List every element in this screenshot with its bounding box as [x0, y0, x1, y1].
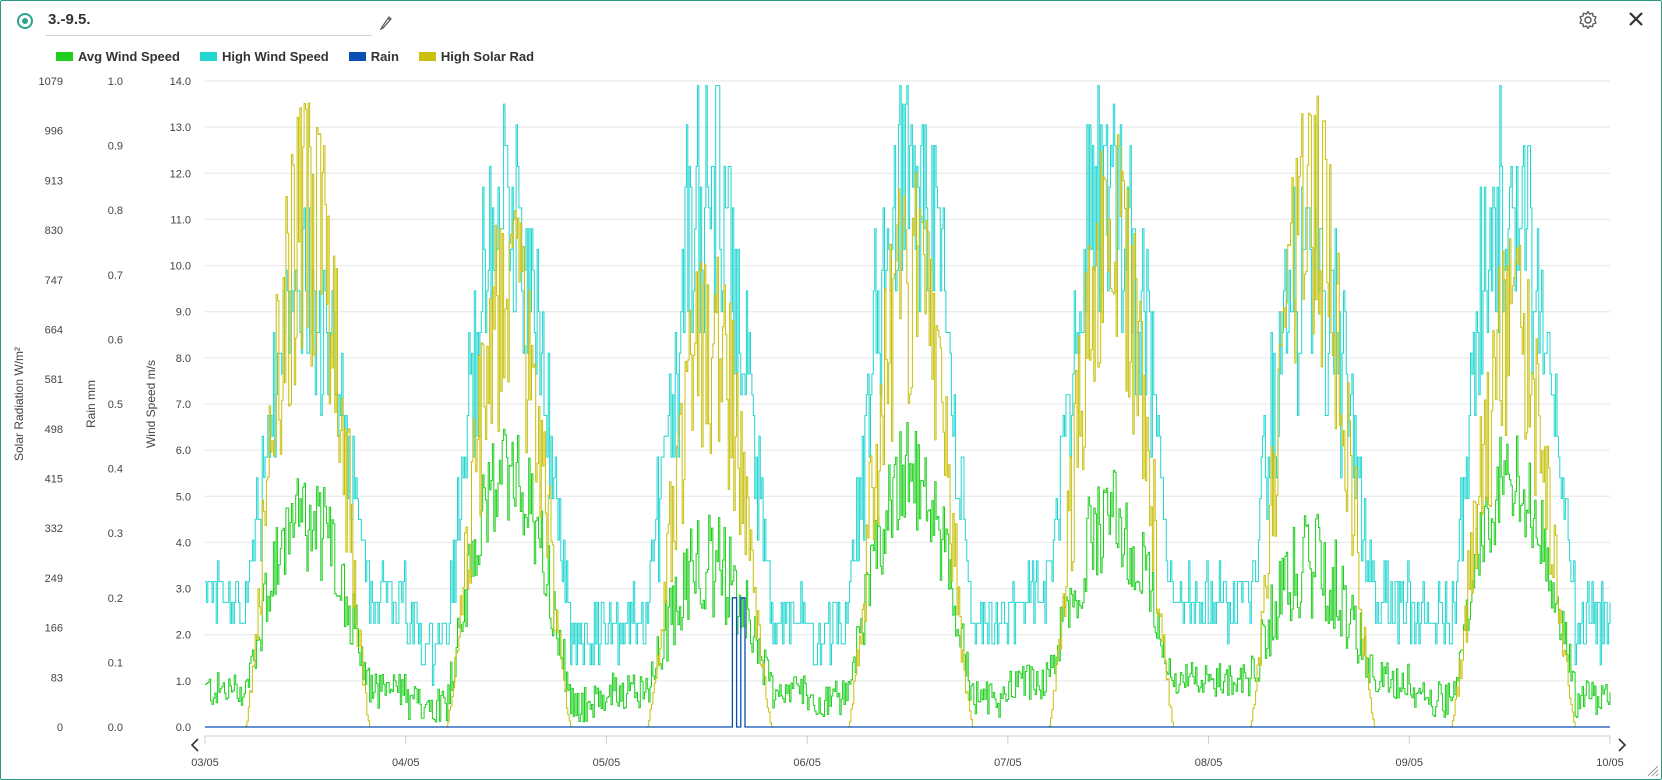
- chevron-right-icon[interactable]: [1618, 738, 1627, 752]
- close-icon[interactable]: [1627, 10, 1645, 28]
- solar-tick-label: 83: [51, 672, 63, 684]
- rain-tick-label: 0.3: [108, 528, 123, 540]
- series: [205, 85, 1611, 728]
- wind-tick-label: 14.0: [170, 76, 191, 88]
- legend: Avg Wind Speed High Wind Speed Rain High So…: [56, 47, 554, 65]
- legend-label: Avg Wind Speed: [78, 48, 180, 64]
- legend-item-high-wind-speed[interactable]: High Wind Speed: [199, 48, 329, 64]
- x-tick-label: 05/05: [593, 757, 621, 769]
- x-tick-label: 10/05: [1596, 757, 1624, 769]
- wind-tick-label: 7.0: [176, 399, 191, 411]
- wind-tick-label: 8.0: [176, 353, 191, 365]
- x-tick-label: 03/05: [191, 757, 219, 769]
- solar-axis-title: Solar Radiation W/m²: [12, 347, 26, 461]
- wind-tick-label: 13.0: [170, 122, 191, 134]
- solar-tick-label: 332: [45, 523, 63, 535]
- header: 3.-9.5.: [0, 0, 1660, 42]
- chevron-left-icon[interactable]: [190, 738, 199, 752]
- solar-tick-label: 913: [45, 175, 63, 187]
- title-underline: [46, 35, 372, 36]
- legend-swatch: [199, 51, 217, 61]
- legend-item-high-solar-rad[interactable]: High Solar Rad: [418, 48, 535, 64]
- rain-tick-label: 0.4: [108, 464, 123, 476]
- rain-tick-label: 0.8: [108, 205, 123, 217]
- x-tick-label: 04/05: [392, 757, 420, 769]
- legend-swatch: [56, 51, 73, 61]
- solar-tick-label: 498: [45, 424, 63, 436]
- series-rain: [205, 597, 1610, 728]
- wind-tick-label: 0.0: [176, 722, 191, 734]
- solar-tick-label: 747: [45, 275, 63, 287]
- rain-tick-label: 0.1: [108, 657, 123, 669]
- solar-tick-label: 830: [45, 225, 63, 237]
- x-tick-label: 09/05: [1396, 757, 1424, 769]
- axes: 0.0 1.0 2.0 3.0 4.0 5.0 6.0 7.0 8.0 9.0 10.0 11.0 12…: [12, 76, 1659, 777]
- solar-tick-label: 581: [45, 374, 63, 386]
- solar-tick-label: 166: [45, 623, 63, 635]
- x-tick-label: 08/05: [1195, 757, 1223, 769]
- wind-tick-label: 10.0: [170, 261, 191, 273]
- status-dot-icon[interactable]: [17, 13, 33, 29]
- legend-swatch: [418, 51, 436, 61]
- wind-tick-label: 11.0: [170, 214, 191, 226]
- legend-item-rain[interactable]: Rain: [348, 48, 399, 64]
- legend-item-avg-wind-speed[interactable]: Avg Wind Speed: [56, 49, 180, 64]
- wind-tick-label: 1.0: [176, 676, 191, 688]
- gear-icon[interactable]: [1578, 10, 1598, 30]
- solar-tick-label: 996: [45, 126, 63, 138]
- rain-tick-label: 0.9: [108, 141, 123, 153]
- pencil-icon[interactable]: [379, 14, 393, 30]
- wind-tick-label: 3.0: [176, 584, 191, 596]
- rain-tick-label: 0.6: [108, 334, 123, 346]
- rain-tick-label: 0.5: [108, 399, 123, 411]
- solar-tick-label: 664: [45, 324, 63, 336]
- series-high-wind-speed: [205, 85, 1611, 686]
- wind-tick-label: 6.0: [176, 445, 191, 457]
- solar-tick-label: 1079: [39, 76, 63, 88]
- rain-axis-title: Rain mm: [84, 380, 98, 428]
- rain-tick-label: 0.7: [108, 270, 123, 282]
- x-tick-label: 07/05: [994, 757, 1022, 769]
- legend-label: Rain: [370, 48, 399, 64]
- wind-tick-label: 2.0: [176, 630, 191, 642]
- wind-axis-title: Wind Speed m/s: [144, 360, 158, 448]
- rain-tick-label: 1.0: [108, 76, 123, 88]
- wind-tick-label: 5.0: [176, 491, 191, 503]
- series-high-solar-rad: [205, 95, 1610, 728]
- solar-tick-label: 0: [57, 722, 63, 734]
- solar-tick-label: 249: [45, 573, 63, 585]
- legend-label: High Wind Speed: [221, 48, 329, 64]
- resize-grip-icon[interactable]: [1647, 765, 1659, 777]
- legend-label: High Solar Rad: [440, 48, 535, 64]
- wind-tick-label: 4.0: [176, 537, 191, 549]
- wind-tick-label: 9.0: [176, 307, 191, 319]
- wind-tick-label: 12.0: [170, 168, 191, 180]
- legend-swatch: [348, 51, 366, 61]
- rain-tick-label: 0.0: [108, 722, 123, 734]
- x-tick-label: 06/05: [793, 757, 821, 769]
- rain-tick-label: 0.2: [108, 593, 123, 605]
- series-avg-wind-speed: [205, 422, 1611, 723]
- page-title[interactable]: 3.-9.5.: [48, 11, 91, 28]
- solar-tick-label: 415: [45, 474, 63, 486]
